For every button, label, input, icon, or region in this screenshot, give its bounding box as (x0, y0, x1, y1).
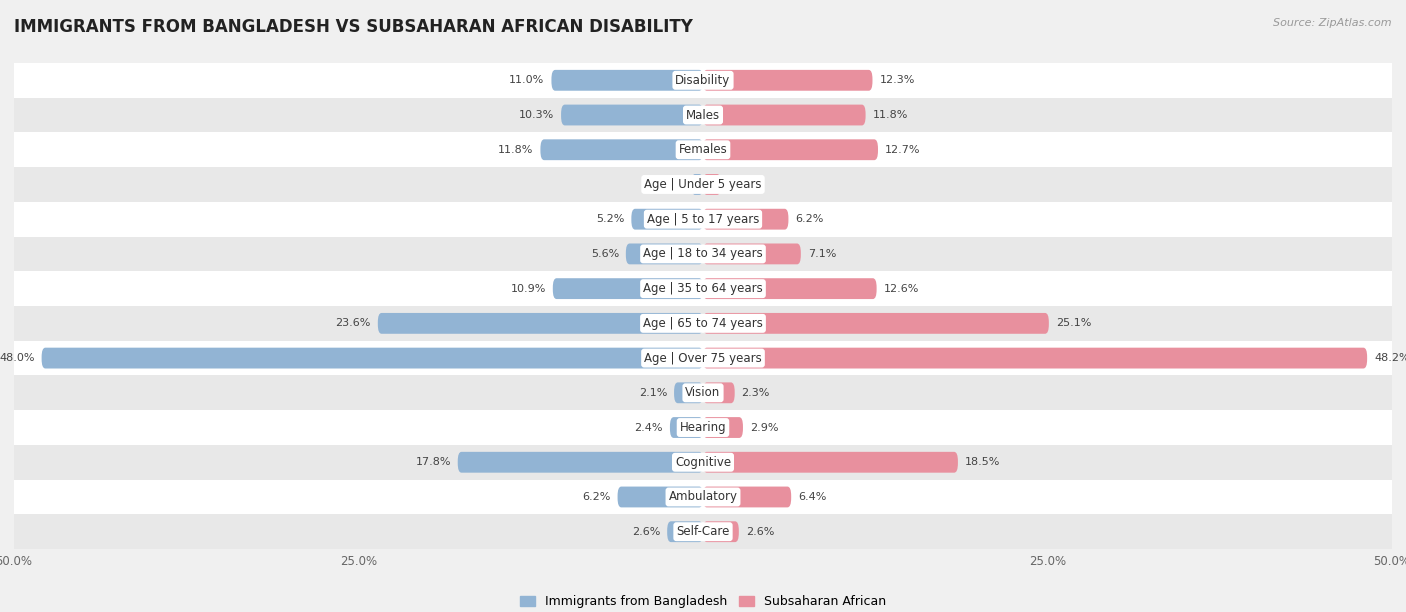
FancyBboxPatch shape (703, 487, 792, 507)
Text: 2.3%: 2.3% (741, 388, 770, 398)
FancyBboxPatch shape (668, 521, 703, 542)
FancyBboxPatch shape (703, 417, 742, 438)
FancyBboxPatch shape (703, 452, 957, 472)
Bar (14, 237, 1392, 271)
FancyBboxPatch shape (458, 452, 703, 472)
FancyBboxPatch shape (42, 348, 703, 368)
Text: 25.1%: 25.1% (1056, 318, 1091, 329)
Bar (14, 341, 1392, 375)
Text: 11.8%: 11.8% (498, 145, 533, 155)
Text: Ambulatory: Ambulatory (668, 490, 738, 504)
FancyBboxPatch shape (703, 140, 877, 160)
Legend: Immigrants from Bangladesh, Subsaharan African: Immigrants from Bangladesh, Subsaharan A… (520, 595, 886, 608)
Text: Disability: Disability (675, 74, 731, 87)
Text: 12.3%: 12.3% (879, 75, 915, 85)
Text: Hearing: Hearing (679, 421, 727, 434)
FancyBboxPatch shape (540, 140, 703, 160)
FancyBboxPatch shape (669, 417, 703, 438)
Bar (14, 167, 1392, 202)
Text: 7.1%: 7.1% (807, 249, 837, 259)
Text: Females: Females (679, 143, 727, 156)
FancyBboxPatch shape (703, 174, 721, 195)
Text: Cognitive: Cognitive (675, 456, 731, 469)
Bar (14, 306, 1392, 341)
Text: 5.2%: 5.2% (596, 214, 624, 224)
Text: 2.1%: 2.1% (638, 388, 668, 398)
Text: Self-Care: Self-Care (676, 525, 730, 538)
Text: 2.6%: 2.6% (631, 527, 661, 537)
Bar (14, 98, 1392, 132)
Text: 48.0%: 48.0% (0, 353, 35, 363)
FancyBboxPatch shape (692, 174, 703, 195)
FancyBboxPatch shape (673, 382, 703, 403)
Text: Source: ZipAtlas.com: Source: ZipAtlas.com (1274, 18, 1392, 28)
FancyBboxPatch shape (561, 105, 703, 125)
FancyBboxPatch shape (703, 348, 1367, 368)
Text: 5.6%: 5.6% (591, 249, 619, 259)
Text: 10.9%: 10.9% (510, 283, 546, 294)
Text: Age | 35 to 64 years: Age | 35 to 64 years (643, 282, 763, 295)
Text: 6.2%: 6.2% (796, 214, 824, 224)
Text: 10.3%: 10.3% (519, 110, 554, 120)
Text: 48.2%: 48.2% (1374, 353, 1406, 363)
Text: Age | Over 75 years: Age | Over 75 years (644, 351, 762, 365)
Text: 12.7%: 12.7% (884, 145, 921, 155)
Text: Males: Males (686, 108, 720, 122)
Text: 6.2%: 6.2% (582, 492, 610, 502)
Text: Vision: Vision (685, 386, 721, 399)
Bar (14, 445, 1392, 480)
Bar (14, 410, 1392, 445)
Bar (14, 132, 1392, 167)
FancyBboxPatch shape (553, 278, 703, 299)
Text: 23.6%: 23.6% (336, 318, 371, 329)
FancyBboxPatch shape (617, 487, 703, 507)
Text: 2.6%: 2.6% (745, 527, 775, 537)
FancyBboxPatch shape (703, 278, 876, 299)
Text: 2.9%: 2.9% (749, 422, 779, 433)
FancyBboxPatch shape (703, 70, 873, 91)
Text: Age | 5 to 17 years: Age | 5 to 17 years (647, 213, 759, 226)
FancyBboxPatch shape (378, 313, 703, 334)
Text: 11.8%: 11.8% (873, 110, 908, 120)
Bar (14, 63, 1392, 98)
Text: 0.85%: 0.85% (650, 179, 685, 190)
FancyBboxPatch shape (703, 105, 866, 125)
Text: Age | 18 to 34 years: Age | 18 to 34 years (643, 247, 763, 261)
FancyBboxPatch shape (626, 244, 703, 264)
Text: 12.6%: 12.6% (883, 283, 920, 294)
FancyBboxPatch shape (703, 244, 801, 264)
Text: 17.8%: 17.8% (415, 457, 451, 467)
FancyBboxPatch shape (703, 521, 738, 542)
Text: 1.3%: 1.3% (728, 179, 756, 190)
Text: 11.0%: 11.0% (509, 75, 544, 85)
Bar (14, 202, 1392, 237)
Bar (14, 375, 1392, 410)
Text: 18.5%: 18.5% (965, 457, 1000, 467)
FancyBboxPatch shape (631, 209, 703, 230)
Text: Age | Under 5 years: Age | Under 5 years (644, 178, 762, 191)
FancyBboxPatch shape (703, 209, 789, 230)
Text: Age | 65 to 74 years: Age | 65 to 74 years (643, 317, 763, 330)
Bar (14, 514, 1392, 549)
Text: 2.4%: 2.4% (634, 422, 664, 433)
Bar (14, 480, 1392, 514)
Bar (14, 271, 1392, 306)
FancyBboxPatch shape (703, 382, 735, 403)
FancyBboxPatch shape (703, 313, 1049, 334)
FancyBboxPatch shape (551, 70, 703, 91)
Text: IMMIGRANTS FROM BANGLADESH VS SUBSAHARAN AFRICAN DISABILITY: IMMIGRANTS FROM BANGLADESH VS SUBSAHARAN… (14, 18, 693, 36)
Text: 6.4%: 6.4% (799, 492, 827, 502)
